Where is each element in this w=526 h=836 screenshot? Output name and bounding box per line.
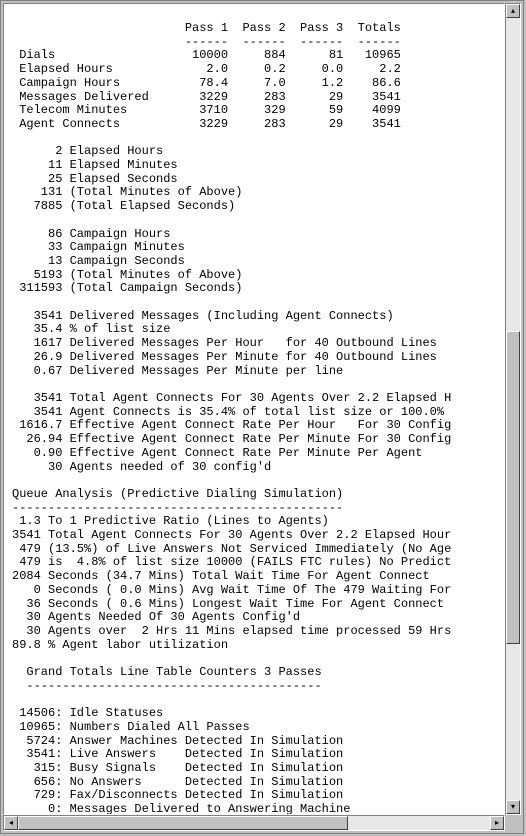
vertical-scrollbar[interactable] — [505, 3, 521, 815]
vertical-scroll-thumb[interactable] — [506, 331, 520, 644]
report-viewport: Pass 1 Pass 2 Pass 3 Totals ------ -----… — [3, 3, 505, 815]
report-text: Pass 1 Pass 2 Pass 3 Totals ------ -----… — [4, 16, 504, 815]
scroll-right-button[interactable] — [490, 816, 504, 830]
scroll-left-button[interactable] — [4, 816, 18, 830]
vertical-scroll-track[interactable] — [506, 18, 520, 800]
report-window: Pass 1 Pass 2 Pass 3 Totals ------ -----… — [0, 0, 524, 834]
horizontal-scrollbar[interactable] — [3, 815, 505, 831]
scroll-down-button[interactable] — [506, 800, 520, 814]
scrollbar-corner — [505, 815, 521, 831]
scroll-up-button[interactable] — [506, 4, 520, 18]
horizontal-scroll-thumb[interactable] — [18, 816, 348, 830]
horizontal-scroll-track[interactable] — [18, 816, 490, 830]
